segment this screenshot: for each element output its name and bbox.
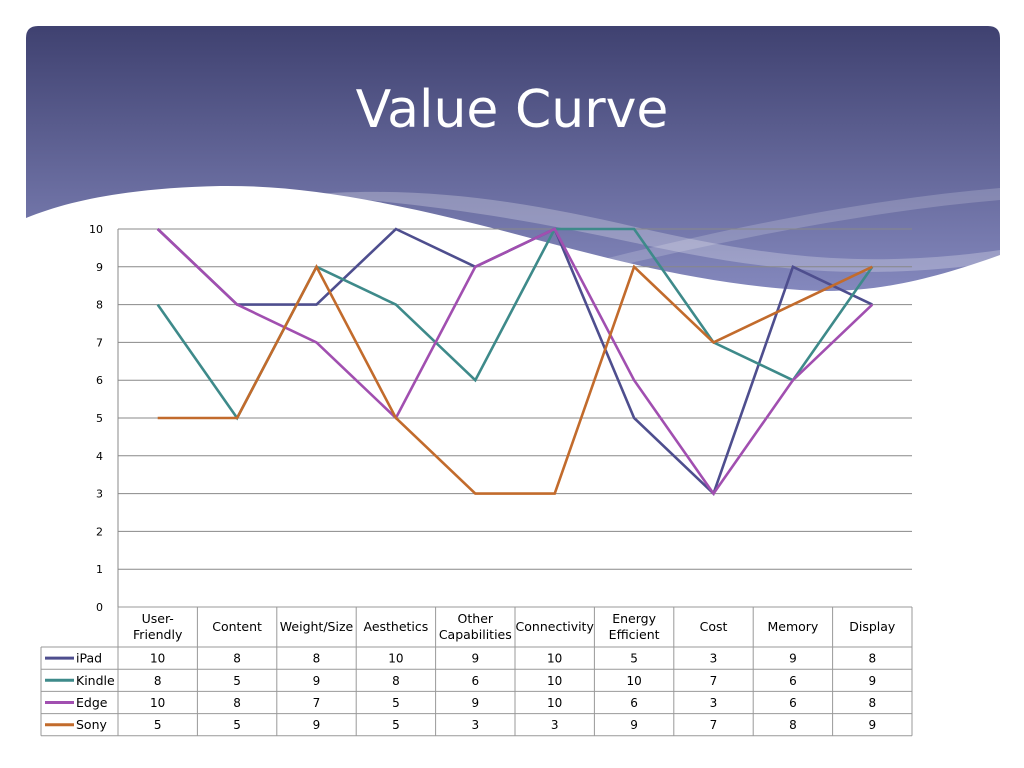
data-label: 6 <box>471 674 479 688</box>
data-label: 9 <box>471 652 479 666</box>
data-label: 10 <box>626 674 641 688</box>
data-label: 10 <box>388 652 403 666</box>
data-label: 3 <box>710 696 718 710</box>
legend-label-ipad: iPad <box>76 651 102 666</box>
data-label: 8 <box>868 652 876 666</box>
data-label: 3 <box>471 718 479 732</box>
data-label: 8 <box>789 718 797 732</box>
data-label: 7 <box>313 696 321 710</box>
data-label: 9 <box>313 718 321 732</box>
data-label: 8 <box>868 696 876 710</box>
data-label: 7 <box>710 674 718 688</box>
legend-label-kindle: Kindle <box>76 673 115 688</box>
series-line-kindle <box>156 227 874 421</box>
series-line-edge <box>156 227 874 496</box>
y-tick-label: 4 <box>96 450 103 463</box>
series-lines <box>156 227 874 496</box>
slide-title: Value Curve <box>355 80 669 140</box>
y-tick-label: 3 <box>96 488 103 501</box>
y-tick-label: 8 <box>96 299 103 312</box>
data-label: 6 <box>789 696 797 710</box>
header-banner <box>26 26 1000 291</box>
y-tick-label: 5 <box>96 412 103 425</box>
x-tick-label: Aesthetics <box>363 619 428 634</box>
legend-label-edge: Edge <box>76 695 108 710</box>
y-tick-label: 7 <box>96 336 103 349</box>
data-label: 5 <box>233 674 241 688</box>
x-tick-label: User- <box>142 611 174 626</box>
x-tick-label: Cost <box>700 619 728 634</box>
data-label: 10 <box>150 696 165 710</box>
y-tick-label: 2 <box>96 525 103 538</box>
data-label: 10 <box>150 652 165 666</box>
x-tick-label: Friendly <box>133 627 183 642</box>
data-label: 5 <box>233 718 241 732</box>
data-label: 3 <box>710 652 718 666</box>
data-label: 5 <box>630 652 638 666</box>
data-label: 8 <box>313 652 321 666</box>
data-label: 9 <box>868 718 876 732</box>
x-tick-label: Efficient <box>609 627 660 642</box>
data-label: 9 <box>630 718 638 732</box>
data-label: 7 <box>710 718 718 732</box>
y-tick-label: 9 <box>96 261 103 274</box>
y-tick-label: 1 <box>96 563 103 576</box>
data-label: 8 <box>233 696 241 710</box>
header-background <box>26 26 1000 291</box>
series-line-sony <box>157 264 873 495</box>
data-label: 6 <box>789 674 797 688</box>
series-line-ipad <box>156 227 873 496</box>
data-table: User-Friendly Content Weight/Size Aesthetic… <box>40 606 913 737</box>
data-label: 9 <box>868 674 876 688</box>
x-tick-label: Energy <box>612 611 656 626</box>
x-tick-label: Memory <box>767 619 818 634</box>
x-tick-label: Content <box>212 619 262 634</box>
y-tick-label: 0 <box>96 601 103 614</box>
y-tick-label: 10 <box>89 223 103 236</box>
header-wave-2 <box>600 188 1000 270</box>
x-tick-label: Display <box>849 619 896 634</box>
data-label: 8 <box>233 652 241 666</box>
data-label: 9 <box>471 696 479 710</box>
x-tick-label: Connectivity <box>516 619 595 634</box>
header-wave-1 <box>300 191 1000 273</box>
x-tick-label: Capabilities <box>439 627 512 642</box>
data-label: 8 <box>392 674 400 688</box>
x-tick-label: Weight/Size <box>280 619 354 634</box>
data-label: 9 <box>789 652 797 666</box>
data-label: 9 <box>313 674 321 688</box>
data-label: 5 <box>392 718 400 732</box>
data-label: 3 <box>551 718 559 732</box>
data-label: 10 <box>547 674 562 688</box>
y-tick-label: 6 <box>96 374 103 387</box>
legend-label-sony: Sony <box>76 717 108 732</box>
data-label: 6 <box>630 696 638 710</box>
data-label: 5 <box>154 718 162 732</box>
data-label: 5 <box>392 696 400 710</box>
data-label: 10 <box>547 652 562 666</box>
y-axis-labels: 0 1 2 3 4 5 6 7 8 9 10 <box>89 223 103 614</box>
x-tick-label: Other <box>458 611 494 626</box>
data-label: 8 <box>154 674 162 688</box>
data-label: 10 <box>547 696 562 710</box>
